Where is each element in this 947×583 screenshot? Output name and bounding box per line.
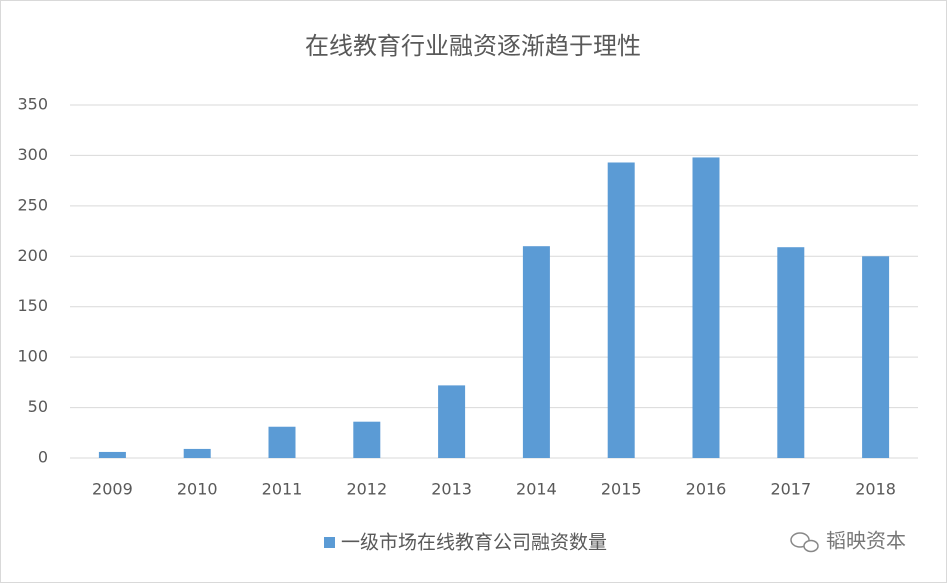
bar <box>522 246 550 458</box>
x-tick-label: 2017 <box>770 480 811 499</box>
x-tick-label: 2010 <box>177 480 218 499</box>
watermark-text: 韬映资本 <box>826 529 906 553</box>
y-tick-label: 350 <box>17 95 48 114</box>
y-tick-label: 150 <box>17 296 48 315</box>
bar <box>98 451 126 458</box>
bar <box>268 426 296 458</box>
y-tick-label: 250 <box>17 195 48 214</box>
y-tick-label: 100 <box>17 347 48 366</box>
bar <box>438 385 466 458</box>
bar <box>353 421 381 458</box>
bar <box>692 157 720 458</box>
x-tick-label: 2012 <box>346 480 387 499</box>
watermark-icon <box>803 539 819 553</box>
watermark: 韬映资本 <box>790 529 906 553</box>
x-tick-label: 2009 <box>92 480 133 499</box>
y-tick-label: 50 <box>28 397 48 416</box>
x-tick-label: 2018 <box>855 480 896 499</box>
bar <box>777 247 805 458</box>
y-tick-label: 200 <box>17 246 48 265</box>
y-tick-label: 0 <box>38 448 48 467</box>
x-tick-label: 2015 <box>601 480 642 499</box>
legend-label: 一级市场在线教育公司融资数量 <box>341 532 607 554</box>
x-tick-label: 2013 <box>431 480 472 499</box>
x-tick-label: 2016 <box>686 480 727 499</box>
x-tick-label: 2011 <box>262 480 303 499</box>
legend-swatch <box>324 537 335 548</box>
y-tick-label: 300 <box>17 145 48 164</box>
x-tick-label: 2014 <box>516 480 557 499</box>
chart-title: 在线教育行业融资逐渐趋于理性 <box>305 32 641 60</box>
bar <box>183 448 211 458</box>
bar <box>862 256 890 458</box>
bar <box>607 162 635 458</box>
